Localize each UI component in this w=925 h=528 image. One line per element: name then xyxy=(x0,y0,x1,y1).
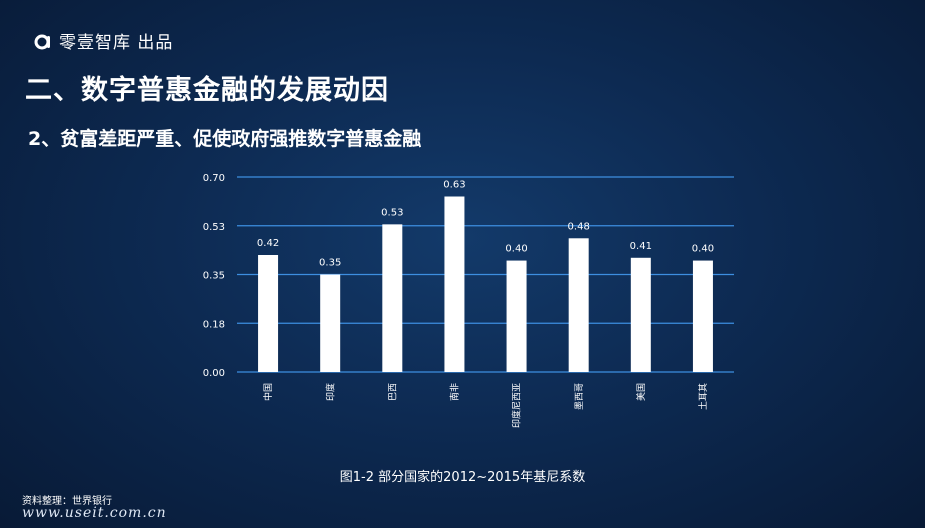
bars xyxy=(258,196,713,372)
brand: 零壹智库 出品 xyxy=(33,28,173,53)
y-tick-label: 0.53 xyxy=(203,222,225,233)
data-label: 0.63 xyxy=(443,180,465,191)
y-tick-label: 0.18 xyxy=(203,319,225,330)
bar xyxy=(444,196,465,372)
category-label: 印度 xyxy=(324,383,336,401)
watermark: www.useit.com.cn xyxy=(22,505,167,521)
gridlines xyxy=(237,176,734,373)
y-tick-label: 0.00 xyxy=(203,368,225,379)
category-label: 南非 xyxy=(449,383,461,401)
a-letter-logo-icon xyxy=(34,34,50,49)
data-label: 0.35 xyxy=(319,258,341,269)
y-tick-label: 0.35 xyxy=(203,271,225,282)
bar xyxy=(630,257,651,372)
y-axis-ticks: 0.00 0.18 0.35 0.53 0.70 xyxy=(203,173,225,379)
page-title: 二、数字普惠金融的发展动因 xyxy=(25,75,389,106)
data-labels: 0.42 0.35 0.53 0.63 0.40 0.48 0.41 0.40 xyxy=(257,180,714,269)
category-label: 印度尼西亚 xyxy=(511,383,523,428)
category-label: 土耳其 xyxy=(697,383,709,410)
category-label: 美国 xyxy=(635,383,647,401)
bar xyxy=(568,238,589,372)
brand-text: 零壹智库 出品 xyxy=(59,33,174,53)
data-label: 0.40 xyxy=(505,244,527,255)
bar xyxy=(320,274,341,372)
page-subtitle: 2、贫富差距严重、促使政府强推数字普惠金融 xyxy=(28,128,422,150)
category-labels: 中国 印度 巴西 南非 印度尼西亚 墨西哥 美国 土耳其 xyxy=(262,383,709,428)
bar xyxy=(382,224,403,372)
bar xyxy=(692,260,713,372)
source-note: 资料整理：世界银行 xyxy=(22,496,112,507)
data-label: 0.42 xyxy=(257,238,279,249)
data-label: 0.48 xyxy=(568,221,590,232)
y-tick-label: 0.70 xyxy=(203,173,225,184)
category-label: 巴西 xyxy=(387,383,398,401)
chart-caption: 图1-2 部分国家的2012~2015年基尼系数 xyxy=(339,470,586,485)
category-label: 中国 xyxy=(262,383,274,401)
bar xyxy=(506,260,527,372)
data-label: 0.40 xyxy=(692,244,714,255)
category-label: 墨西哥 xyxy=(574,383,585,410)
bar xyxy=(258,255,279,372)
data-label: 0.53 xyxy=(381,207,403,218)
data-label: 0.41 xyxy=(630,241,652,252)
